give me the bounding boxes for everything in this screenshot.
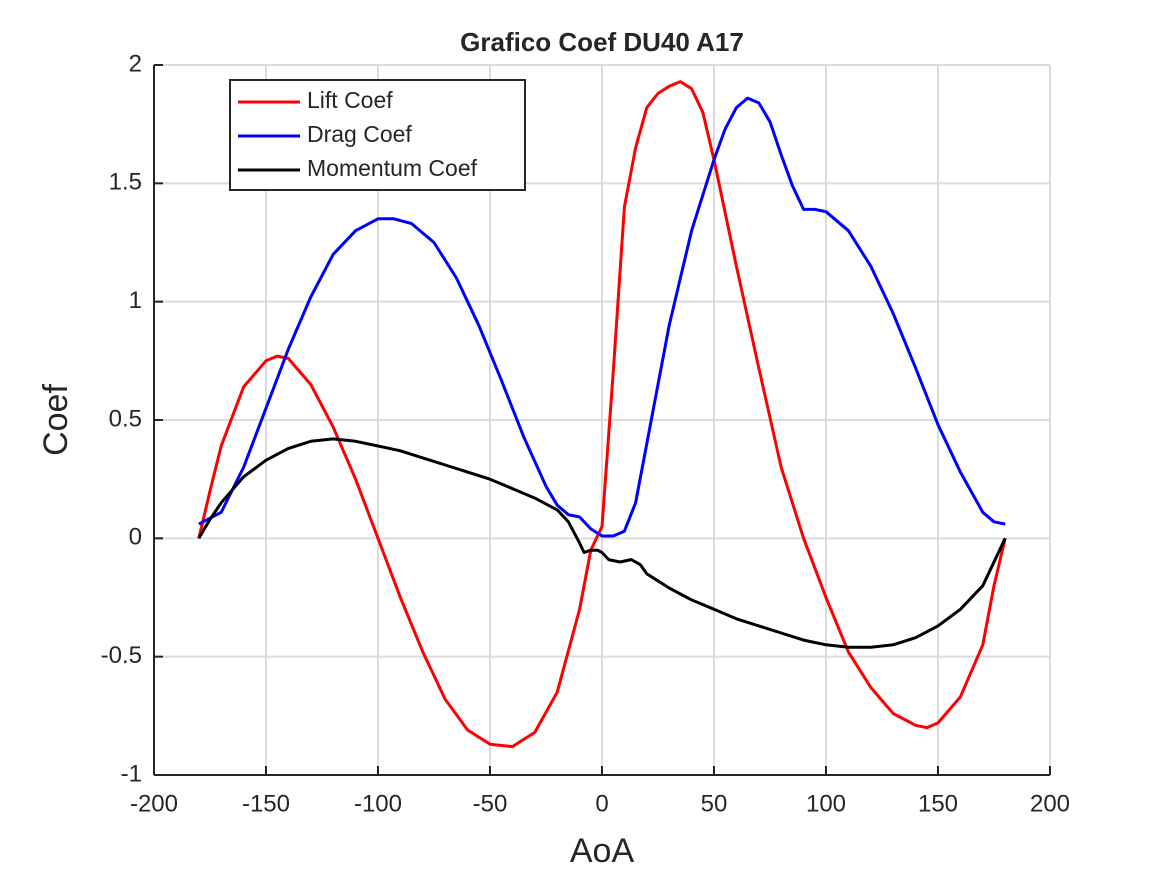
x-tick-label: 50 xyxy=(701,790,728,817)
y-tick-label: 1 xyxy=(129,287,142,314)
legend-label: Drag Coef xyxy=(307,121,412,147)
legend-label: Momentum Coef xyxy=(307,155,478,181)
line-series xyxy=(198,96,1006,538)
y-axis-label: Coef xyxy=(37,384,75,456)
y-tick-label: 0.5 xyxy=(109,405,142,432)
chart-title: Grafico Coef DU40 A17 xyxy=(460,27,744,57)
x-tick-label: 200 xyxy=(1030,790,1070,817)
y-tick-label: -0.5 xyxy=(101,642,142,669)
x-axis-label: AoA xyxy=(570,832,635,870)
line-series xyxy=(197,437,1007,649)
y-tick-label: -1 xyxy=(121,760,142,787)
x-tick-label: -200 xyxy=(130,790,178,817)
x-tick-label: -150 xyxy=(242,790,290,817)
x-tick-label: -50 xyxy=(473,790,508,817)
y-tick-label: 0 xyxy=(129,524,142,551)
x-tick-label: 150 xyxy=(918,790,958,817)
y-tick-label: 2 xyxy=(129,50,142,77)
x-tick-label: -100 xyxy=(354,790,402,817)
x-tick-label: 0 xyxy=(595,790,608,817)
y-tick-label: 1.5 xyxy=(109,169,142,196)
x-tick-label: 100 xyxy=(806,790,846,817)
legend-label: Lift Coef xyxy=(307,87,393,113)
line-series xyxy=(197,80,1007,749)
